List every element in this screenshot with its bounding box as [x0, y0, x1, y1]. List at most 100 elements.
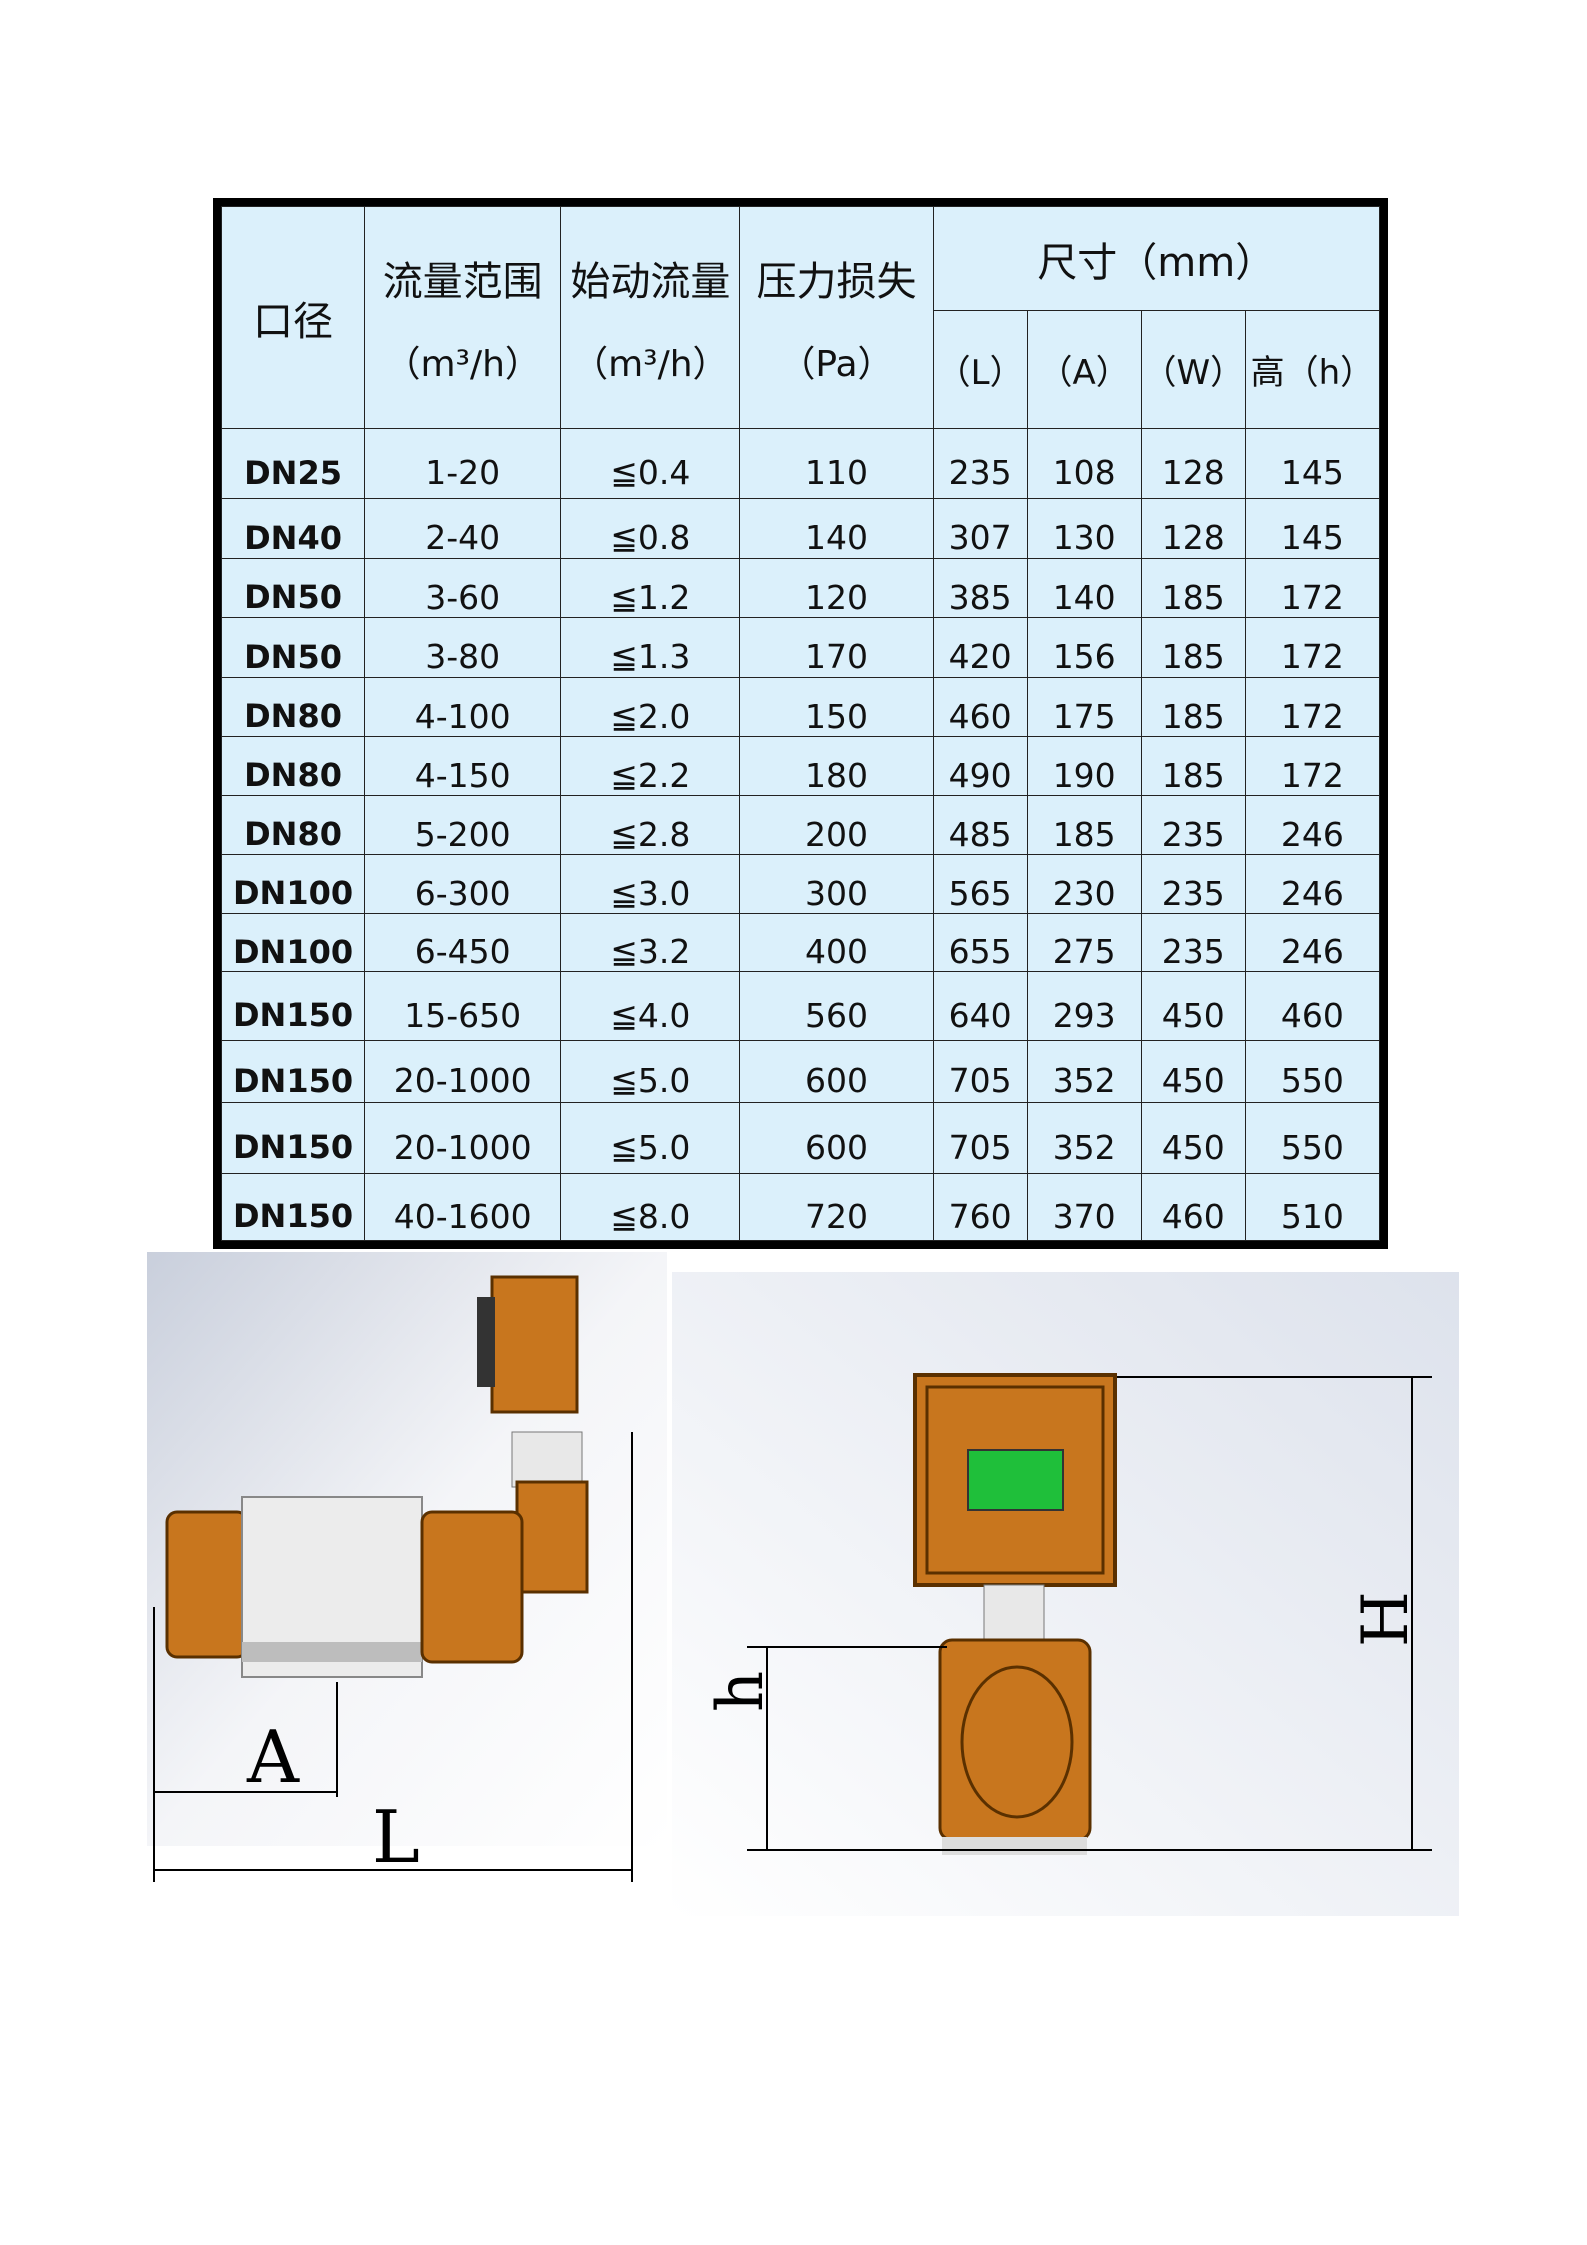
cell-start-flow: ≦4.0 [560, 971, 741, 1041]
cell-height-h: 145 [1244, 428, 1381, 499]
cell-length-L: 655 [932, 913, 1028, 972]
cell-dim-A: 293 [1026, 971, 1142, 1041]
cell-pressure-loss: 180 [739, 736, 934, 796]
cell-start-flow: ≦0.8 [560, 498, 741, 559]
label-H: H [1349, 1591, 1423, 1647]
cell-width-W: 185 [1140, 736, 1246, 796]
cell-height-h: 172 [1244, 617, 1381, 678]
cell-length-L: 760 [932, 1173, 1028, 1241]
cell-flow-range: 3-80 [364, 617, 562, 678]
cell-flow-range: 6-450 [364, 913, 562, 972]
header-L: （L） [932, 310, 1028, 429]
spec-table-frame: 口径 流量范围 （m³/h） 始动流量 （m³/h） 压力损失 （Pa） 尺寸（mm）… [213, 198, 1388, 1249]
cell-dim-A: 130 [1026, 498, 1142, 559]
cell-pressure-loss: 110 [739, 428, 934, 499]
cell-caliber: DN40 [220, 498, 366, 559]
cell-length-L: 490 [932, 736, 1028, 796]
cell-width-W: 185 [1140, 677, 1246, 737]
cell-dim-A: 156 [1026, 617, 1142, 678]
cell-height-h: 246 [1244, 795, 1381, 855]
table-row: DN80 5-200 ≦2.8 200 485 185 235 246 [220, 795, 1381, 855]
cell-flow-range: 3-60 [364, 558, 562, 618]
cell-pressure-loss: 120 [739, 558, 934, 618]
cell-dim-A: 370 [1026, 1173, 1142, 1241]
cell-pressure-loss: 720 [739, 1173, 934, 1241]
cell-width-W: 450 [1140, 971, 1246, 1041]
label-L: L [372, 1795, 420, 1879]
cell-height-h: 145 [1244, 498, 1381, 559]
cell-dim-A: 185 [1026, 795, 1142, 855]
side-view-drawing: A L [147, 1252, 667, 1882]
cell-height-h: 172 [1244, 558, 1381, 618]
cell-width-W: 235 [1140, 795, 1246, 855]
table-row: DN150 20-1000 ≦5.0 600 705 352 450 550 [220, 1040, 1381, 1103]
cell-length-L: 420 [932, 617, 1028, 678]
cell-flow-range: 20-1000 [364, 1102, 562, 1174]
cell-width-W: 185 [1140, 617, 1246, 678]
cell-start-flow: ≦5.0 [560, 1040, 741, 1103]
cell-length-L: 485 [932, 795, 1028, 855]
label-A: A [246, 1715, 300, 1799]
cell-pressure-loss: 560 [739, 971, 934, 1041]
cell-height-h: 550 [1244, 1040, 1381, 1103]
label-h: h [704, 1671, 778, 1712]
table-row: DN40 2-40 ≦0.8 140 307 130 128 145 [220, 498, 1381, 559]
cell-caliber: DN80 [220, 795, 366, 855]
table-row: DN50 3-80 ≦1.3 170 420 156 185 172 [220, 617, 1381, 678]
cell-caliber: DN150 [220, 1102, 366, 1174]
cell-caliber: DN100 [220, 854, 366, 914]
header-W: （W） [1140, 310, 1246, 429]
cell-dim-A: 140 [1026, 558, 1142, 618]
cell-width-W: 185 [1140, 558, 1246, 618]
cell-pressure-loss: 600 [739, 1102, 934, 1174]
cell-flow-range: 15-650 [364, 971, 562, 1041]
cell-pressure-loss: 140 [739, 498, 934, 559]
cell-width-W: 450 [1140, 1102, 1246, 1174]
cell-length-L: 460 [932, 677, 1028, 737]
cell-flow-range: 1-20 [364, 428, 562, 499]
cell-height-h: 460 [1244, 971, 1381, 1041]
table-row: DN150 15-650 ≦4.0 560 640 293 450 460 [220, 971, 1381, 1041]
header-flow-range: 流量范围 （m³/h） [364, 206, 562, 429]
cell-flow-range: 5-200 [364, 795, 562, 855]
junction-box [490, 1275, 579, 1414]
spec-table: 口径 流量范围 （m³/h） 始动流量 （m³/h） 压力损失 （Pa） 尺寸（mm）… [220, 206, 1381, 1241]
cell-pressure-loss: 300 [739, 854, 934, 914]
cell-length-L: 385 [932, 558, 1028, 618]
cell-dim-A: 352 [1026, 1040, 1142, 1103]
cell-start-flow: ≦1.3 [560, 617, 741, 678]
cell-flow-range: 4-100 [364, 677, 562, 737]
cell-dim-A: 230 [1026, 854, 1142, 914]
cell-height-h: 172 [1244, 677, 1381, 737]
cell-start-flow: ≦2.8 [560, 795, 741, 855]
front-view-drawing: h H [672, 1272, 1459, 1916]
header-pressure-loss: 压力损失 （Pa） [739, 206, 934, 429]
cell-flow-range: 6-300 [364, 854, 562, 914]
cell-length-L: 307 [932, 498, 1028, 559]
cell-dim-A: 175 [1026, 677, 1142, 737]
cell-flow-range: 20-1000 [364, 1040, 562, 1103]
cell-pressure-loss: 400 [739, 913, 934, 972]
cell-dim-A: 108 [1026, 428, 1142, 499]
cell-width-W: 460 [1140, 1173, 1246, 1241]
cell-pressure-loss: 200 [739, 795, 934, 855]
cell-dim-A: 190 [1026, 736, 1142, 796]
cell-length-L: 705 [932, 1040, 1028, 1103]
cell-length-L: 705 [932, 1102, 1028, 1174]
cell-start-flow: ≦2.0 [560, 677, 741, 737]
cell-dim-A: 275 [1026, 913, 1142, 972]
cell-caliber: DN150 [220, 1040, 366, 1103]
cell-start-flow: ≦3.0 [560, 854, 741, 914]
cell-start-flow: ≦0.4 [560, 428, 741, 499]
cell-caliber: DN150 [220, 1173, 366, 1241]
header-h: 高（h） [1244, 310, 1381, 429]
cell-height-h: 246 [1244, 913, 1381, 972]
table-row: DN100 6-450 ≦3.2 400 655 275 235 246 [220, 913, 1381, 972]
cell-width-W: 235 [1140, 854, 1246, 914]
table-row: DN25 1-20 ≦0.4 110 235 108 128 145 [220, 428, 1381, 499]
cell-caliber: DN150 [220, 971, 366, 1041]
cell-start-flow: ≦3.2 [560, 913, 741, 972]
table-row: DN150 20-1000 ≦5.0 600 705 352 450 550 [220, 1102, 1381, 1174]
table-row: DN50 3-60 ≦1.2 120 385 140 185 172 [220, 558, 1381, 618]
cell-caliber: DN50 [220, 558, 366, 618]
